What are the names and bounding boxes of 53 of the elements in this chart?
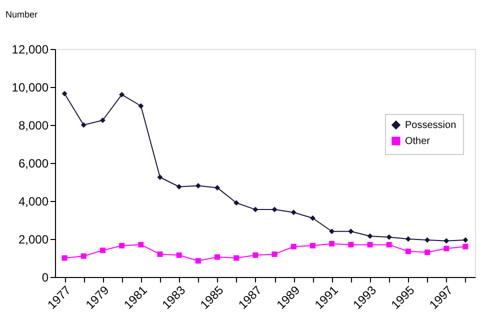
point bbox=[157, 251, 163, 257]
y-tick-label: 10,000 bbox=[12, 80, 49, 94]
point bbox=[424, 250, 430, 256]
point bbox=[100, 118, 106, 123]
point bbox=[176, 252, 182, 258]
point bbox=[348, 228, 354, 234]
point bbox=[462, 237, 468, 243]
point bbox=[119, 92, 125, 98]
y-axis-title: Number bbox=[6, 10, 38, 20]
point bbox=[272, 206, 278, 212]
point bbox=[290, 210, 296, 216]
point bbox=[462, 244, 468, 250]
legend-label: Other bbox=[405, 136, 431, 147]
point bbox=[138, 103, 144, 109]
point bbox=[214, 254, 220, 260]
point bbox=[252, 252, 258, 258]
point bbox=[119, 242, 125, 248]
point bbox=[62, 90, 68, 96]
point bbox=[405, 248, 411, 254]
point bbox=[138, 242, 144, 248]
point bbox=[195, 258, 201, 264]
point bbox=[329, 228, 335, 234]
y-tick-label: 12,000 bbox=[12, 42, 49, 56]
point bbox=[100, 248, 106, 254]
point bbox=[310, 242, 316, 248]
point bbox=[62, 255, 68, 261]
point bbox=[234, 200, 240, 206]
point bbox=[386, 242, 392, 248]
point bbox=[290, 244, 296, 250]
point bbox=[80, 253, 86, 259]
point bbox=[310, 215, 316, 221]
point bbox=[329, 241, 335, 246]
legend-label: Possession bbox=[405, 120, 456, 131]
point bbox=[424, 237, 430, 243]
point bbox=[252, 206, 258, 212]
point bbox=[386, 234, 392, 240]
point bbox=[195, 183, 201, 189]
y-tick-label: 6,000 bbox=[18, 156, 49, 170]
point bbox=[444, 246, 450, 252]
y-tick-label: 2,000 bbox=[18, 232, 49, 246]
point bbox=[176, 184, 182, 190]
y-tick-label: 0 bbox=[42, 270, 49, 284]
point bbox=[367, 242, 373, 248]
point bbox=[234, 255, 240, 261]
point bbox=[348, 242, 354, 248]
point bbox=[80, 122, 86, 128]
y-tick-label: 8,000 bbox=[18, 118, 49, 132]
point bbox=[405, 236, 411, 242]
point bbox=[367, 233, 373, 239]
point bbox=[272, 251, 278, 257]
point bbox=[444, 238, 450, 244]
point bbox=[214, 184, 220, 190]
y-tick-label: 4,000 bbox=[18, 194, 49, 208]
